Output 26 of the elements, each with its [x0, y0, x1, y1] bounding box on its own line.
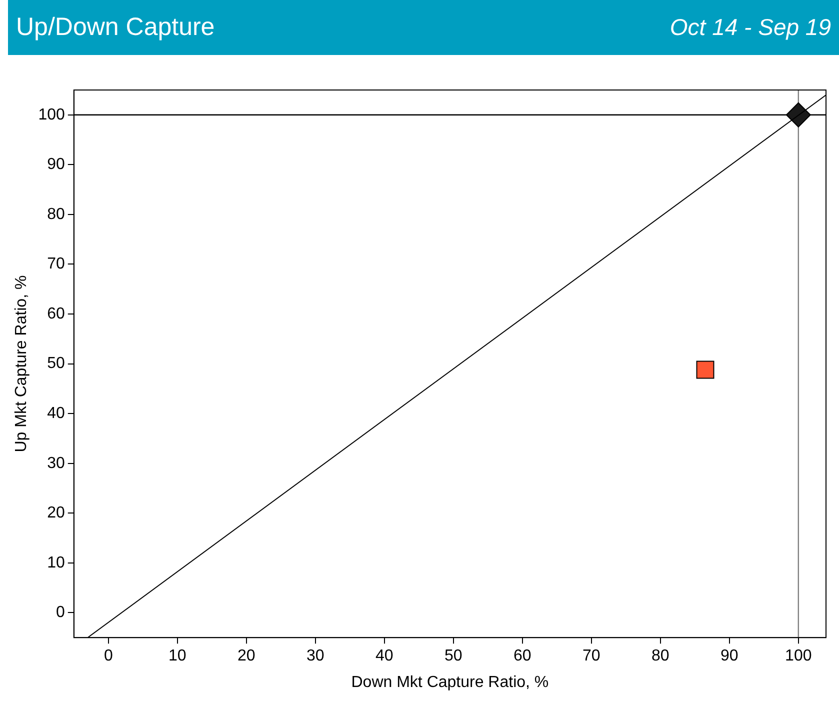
- x-tick-label: 0: [104, 648, 113, 665]
- y-tick-label: 50: [47, 355, 65, 372]
- y-axis-title: Up Mkt Capture Ratio, %: [13, 275, 30, 452]
- x-tick-label: 10: [168, 648, 186, 665]
- x-tick-label: 20: [238, 648, 256, 665]
- y-tick-label: 70: [47, 256, 65, 273]
- x-tick-label: 50: [444, 648, 462, 665]
- y-tick-label: 60: [47, 305, 65, 322]
- y-tick-label: 0: [56, 604, 65, 622]
- y-tick-label: 20: [47, 504, 65, 522]
- y-tick-label: 10: [47, 554, 65, 572]
- x-tick-label: 80: [652, 648, 670, 665]
- x-tick-label: 60: [514, 648, 532, 665]
- x-tick-label: 90: [720, 648, 738, 665]
- y-tick-label: 90: [47, 156, 65, 174]
- x-tick-label: 40: [376, 648, 394, 665]
- chart-subtitle: Oct 14 - Sep 19: [670, 14, 831, 41]
- y-tick-label: 80: [47, 206, 65, 223]
- y-tick-label: 40: [47, 404, 65, 422]
- y-tick-label: 100: [38, 106, 65, 124]
- x-tick-label: 30: [306, 648, 324, 665]
- chart-title: Up/Down Capture: [16, 13, 215, 42]
- x-tick-label: 70: [582, 648, 600, 665]
- y-tick-label: 30: [47, 454, 65, 472]
- x-axis-title: Down Mkt Capture Ratio, %: [351, 674, 549, 691]
- x-tick-label: 100: [785, 648, 812, 665]
